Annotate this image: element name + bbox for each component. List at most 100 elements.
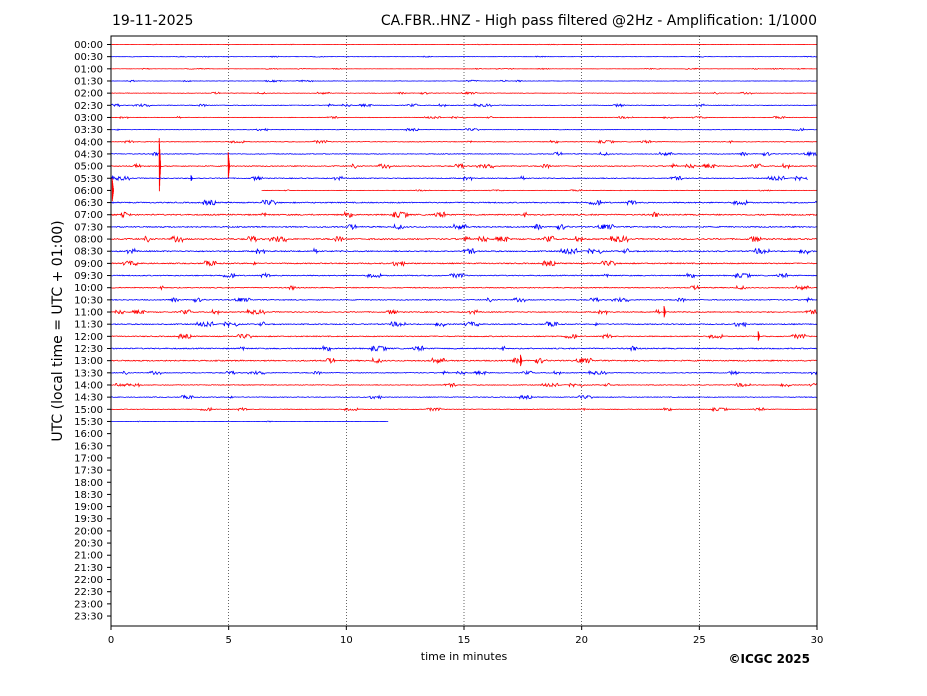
y-tick-label: 10:00 [74,283,103,294]
x-tick-label: 5 [225,635,231,646]
y-tick-label: 08:00 [74,235,103,246]
y-tick-label: 00:30 [74,52,103,63]
y-tick-label: 23:00 [74,599,103,610]
y-tick-label: 01:30 [74,76,103,87]
y-tick-label: 20:30 [74,539,103,550]
y-tick-label: 13:00 [74,356,103,367]
trace-0330 [110,127,817,132]
y-tick-label: 03:30 [74,125,103,136]
x-tick-label: 15 [458,635,471,646]
event-spike [158,138,162,192]
y-tick-label: 07:30 [74,222,103,233]
y-tick-label: 00:00 [74,40,103,51]
y-tick-label: 11:30 [74,320,103,331]
y-tick-label: 16:00 [74,429,103,440]
trace-0900 [110,260,817,267]
y-tick-label: 17:00 [74,453,103,464]
y-tick-label: 02:00 [74,89,103,100]
y-tick-label: 23:30 [74,612,103,623]
trace-0630 [110,199,817,207]
y-tick-label: 01:00 [74,64,103,75]
y-tick-label: 08:30 [74,247,103,258]
y-tick-label: 19:00 [74,502,103,513]
x-tick-label: 10 [340,635,353,646]
copyright-label: ©ICGC 2025 [728,652,810,666]
y-tick-label: 21:30 [74,563,103,574]
y-tick-label: 04:00 [74,137,103,148]
trace-0500 [110,162,817,170]
trace-0800 [110,234,817,244]
trace-1200 [110,332,817,340]
event-spike [663,305,666,318]
x-tick-label: 30 [811,635,824,646]
trace-0230 [110,102,817,108]
trace-0830 [110,247,817,255]
trace-group [110,43,817,423]
y-tick-label: 22:30 [74,587,103,598]
event-spike [111,178,114,202]
trace-1330 [110,369,817,376]
trace-0300 [110,115,817,120]
trace-1430 [110,394,817,401]
y-tick-label: 07:00 [74,210,103,221]
y-tick-label: 16:30 [74,441,103,452]
trace-1100 [110,308,817,316]
trace-1000 [110,284,817,291]
y-tick-label: 02:30 [74,101,103,112]
x-axis-ticks: 0 5 10 15 20 25 30 [108,626,824,646]
y-tick-label: 04:30 [74,149,103,160]
y-tick-label: 12:00 [74,332,103,343]
event-spike [227,152,230,179]
y-tick-label: 18:00 [74,478,103,489]
x-tick-label: 0 [108,635,114,646]
trace-1230 [110,344,817,353]
trace-1500 [110,406,817,413]
trace-1300 [110,356,817,365]
y-tick-label: 10:30 [74,295,103,306]
trace-0700 [110,210,817,219]
event-spike [190,175,193,182]
y-tick-label: 15:00 [74,405,103,416]
y-tick-label: 13:30 [74,368,103,379]
event-spike [520,354,523,367]
y-tick-label: 06:30 [74,198,103,209]
trace-0030 [110,55,817,58]
y-tick-label: 15:30 [74,417,103,428]
date-label: 19-11-2025 [112,13,193,29]
trace-0200 [110,91,817,95]
trace-0130 [110,79,817,83]
x-tick-label: 25 [693,635,706,646]
y-tick-label: 14:30 [74,393,103,404]
event-spike [757,331,760,341]
trace-0530 [110,174,808,182]
y-tick-label: 03:00 [74,113,103,124]
y-tick-label: 22:00 [74,575,103,586]
y-tick-label: 12:30 [74,344,103,355]
trace-0100 [110,67,817,70]
y-tick-label: 20:00 [74,526,103,537]
y-tick-label: 05:00 [74,162,103,173]
trace-0600 [261,189,817,192]
y-tick-label: 05:30 [74,174,103,185]
trace-1030 [110,296,817,303]
y-tick-label: 14:00 [74,380,103,391]
trace-1530 [110,420,389,423]
y-tick-label: 09:30 [74,271,103,282]
y-tick-label: 11:00 [74,308,103,319]
y-tick-label: 09:00 [74,259,103,270]
y-tick-label: 21:00 [74,551,103,562]
vertical-gridlines [228,36,700,626]
y-axis-label: UTC (local time = UTC + 01:00) [50,220,66,441]
y-tick-label: 18:30 [74,490,103,501]
trace-0400 [110,139,817,145]
trace-0930 [110,271,817,279]
trace-0730 [110,223,817,231]
x-axis-label: time in minutes [421,650,508,663]
y-tick-label: 17:30 [74,466,103,477]
trace-0000 [110,43,817,46]
x-tick-label: 20 [575,635,588,646]
y-tick-label: 19:30 [74,514,103,525]
trace-1130 [110,320,817,328]
